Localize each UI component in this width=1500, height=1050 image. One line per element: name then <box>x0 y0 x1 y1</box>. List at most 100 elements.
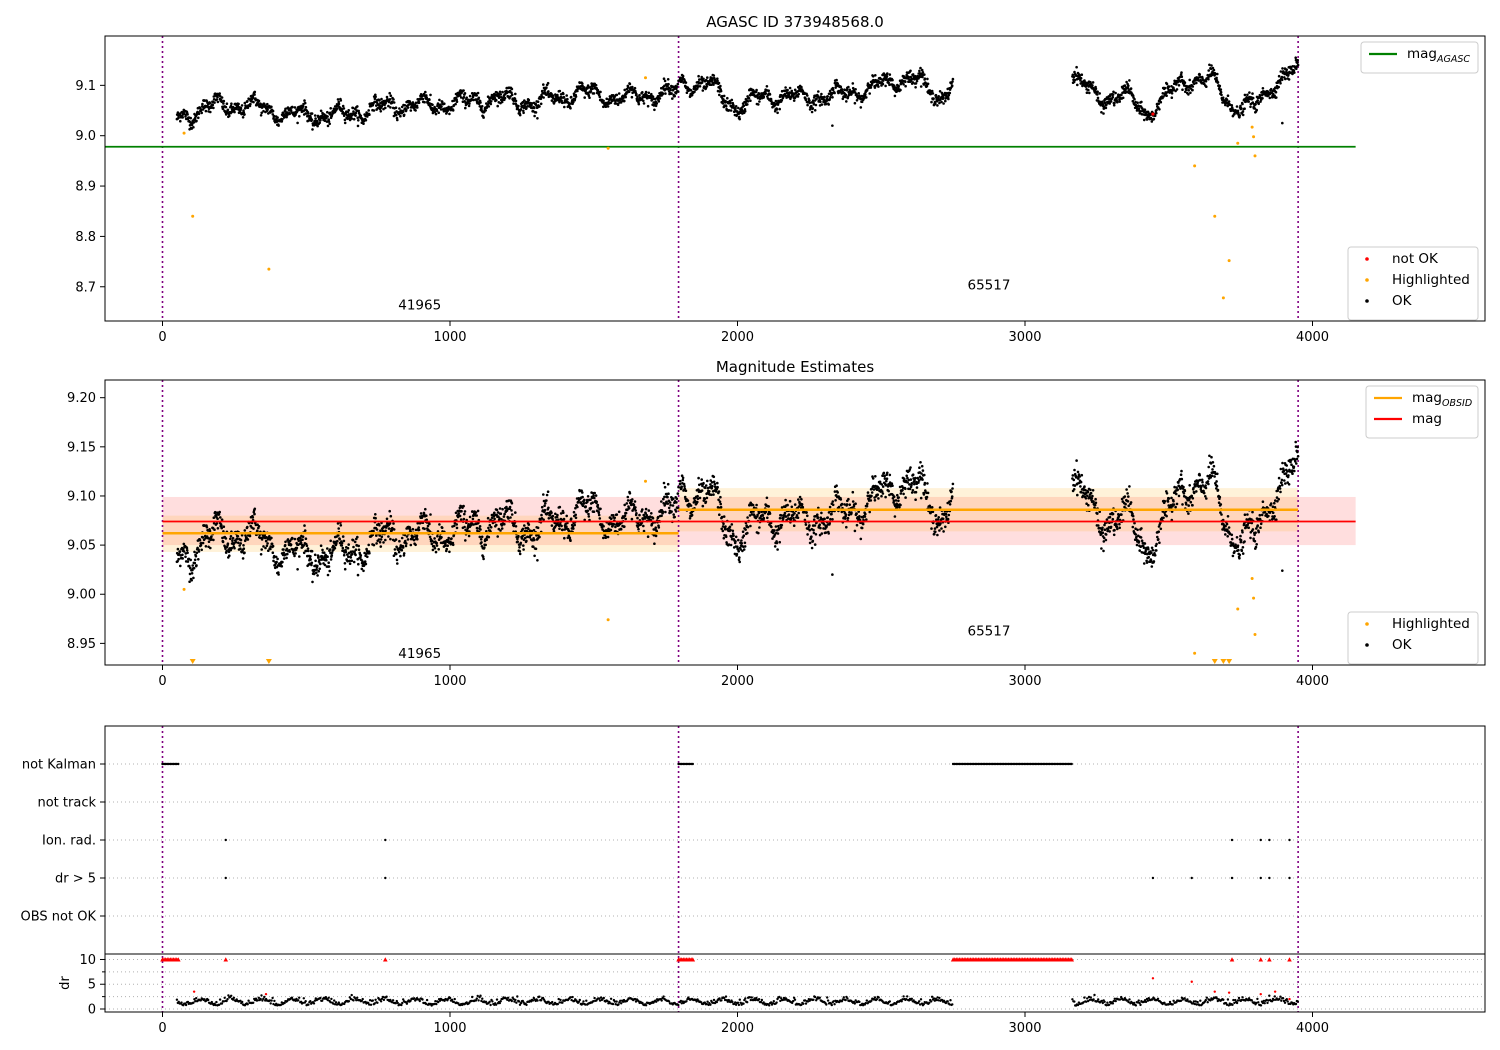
ok-point <box>824 531 828 534</box>
ok-point <box>858 515 861 518</box>
ok-point <box>768 512 772 515</box>
ok-point <box>734 105 738 108</box>
ok-point <box>522 548 525 551</box>
ok-point <box>831 503 835 507</box>
ok-point <box>918 69 921 73</box>
ok-point <box>294 552 297 555</box>
ok-point <box>346 117 350 121</box>
ok-point <box>712 475 716 479</box>
ok-point <box>501 507 504 511</box>
ok-point <box>793 512 796 515</box>
ok-point <box>1113 101 1116 105</box>
ok-point <box>198 539 202 542</box>
ok-point <box>877 497 880 500</box>
ok-point <box>651 516 655 520</box>
ok-point <box>518 552 522 556</box>
ok-point <box>1091 84 1094 87</box>
ok-point <box>328 569 332 573</box>
ok-point <box>646 104 650 108</box>
ok-point <box>828 505 832 509</box>
ok-point <box>1091 81 1095 84</box>
ok-point <box>1133 97 1136 101</box>
ok-point <box>240 104 244 107</box>
ok-point <box>220 100 223 104</box>
ok-point <box>734 540 737 543</box>
ok-point <box>948 91 952 95</box>
ok-point <box>512 102 515 105</box>
ok-point <box>886 72 889 75</box>
ok-point <box>666 502 670 505</box>
ok-point <box>860 526 864 530</box>
ok-point <box>703 486 707 490</box>
ok-point <box>437 111 441 114</box>
ok-point <box>624 517 627 521</box>
ok-point <box>215 98 219 101</box>
ok-point <box>536 526 540 530</box>
ok-point <box>846 516 850 520</box>
ok-point <box>749 99 752 102</box>
ok-point <box>434 112 438 116</box>
ok-point <box>1210 64 1213 67</box>
ok-point <box>429 513 432 516</box>
ok-point <box>293 106 297 109</box>
ok-point <box>598 517 602 520</box>
ok-point <box>316 564 319 568</box>
ok-point <box>565 94 568 97</box>
ok-point <box>1112 103 1116 107</box>
ok-point <box>1170 92 1174 95</box>
ok-point <box>746 525 750 529</box>
ok-point <box>394 106 398 109</box>
ok-point <box>310 561 314 565</box>
ok-point <box>264 539 268 543</box>
ok-point <box>762 516 766 520</box>
ok-point <box>375 534 378 537</box>
ok-point <box>298 555 301 558</box>
ok-point <box>773 529 776 532</box>
ok-point <box>246 106 250 109</box>
ok-point <box>327 565 331 568</box>
ok-point <box>540 513 543 517</box>
ok-point <box>936 104 939 107</box>
ok-point <box>684 489 688 493</box>
ok-point <box>346 546 350 550</box>
ok-point <box>676 492 680 495</box>
ok-point <box>242 544 245 547</box>
ok-point <box>200 548 203 552</box>
ok-point <box>642 524 645 528</box>
ok-point <box>378 540 382 544</box>
ok-point <box>778 516 782 520</box>
ok-point <box>462 504 465 508</box>
ok-point <box>644 90 648 94</box>
ok-point <box>755 503 758 507</box>
ok-point <box>251 516 255 519</box>
ok-point <box>309 558 313 561</box>
ok-point <box>224 105 228 109</box>
ok-point <box>710 77 714 80</box>
ok-point <box>181 116 184 119</box>
ok-point <box>509 516 512 519</box>
ok-point <box>251 96 255 99</box>
ok-point <box>204 109 208 113</box>
ok-point <box>1292 69 1296 72</box>
ok-point <box>679 479 682 483</box>
ok-point <box>848 503 851 507</box>
ok-point <box>510 513 514 516</box>
ok-point <box>421 97 425 101</box>
ok-point <box>356 535 359 539</box>
panel-title: AGASC ID 373948568.0 <box>706 13 884 31</box>
ok-point <box>483 546 486 549</box>
ok-point <box>666 495 669 499</box>
ok-point <box>1080 73 1084 76</box>
ok-point <box>1285 68 1288 71</box>
ok-point <box>323 563 327 567</box>
ok-point <box>732 534 735 537</box>
ok-point <box>593 491 596 495</box>
ok-point <box>336 98 340 101</box>
ok-point <box>730 523 734 526</box>
ok-point <box>359 114 363 118</box>
ok-point <box>1177 84 1181 87</box>
ok-point <box>556 513 559 517</box>
ok-point <box>823 517 826 521</box>
ok-point <box>568 102 571 106</box>
ok-point <box>388 509 392 513</box>
